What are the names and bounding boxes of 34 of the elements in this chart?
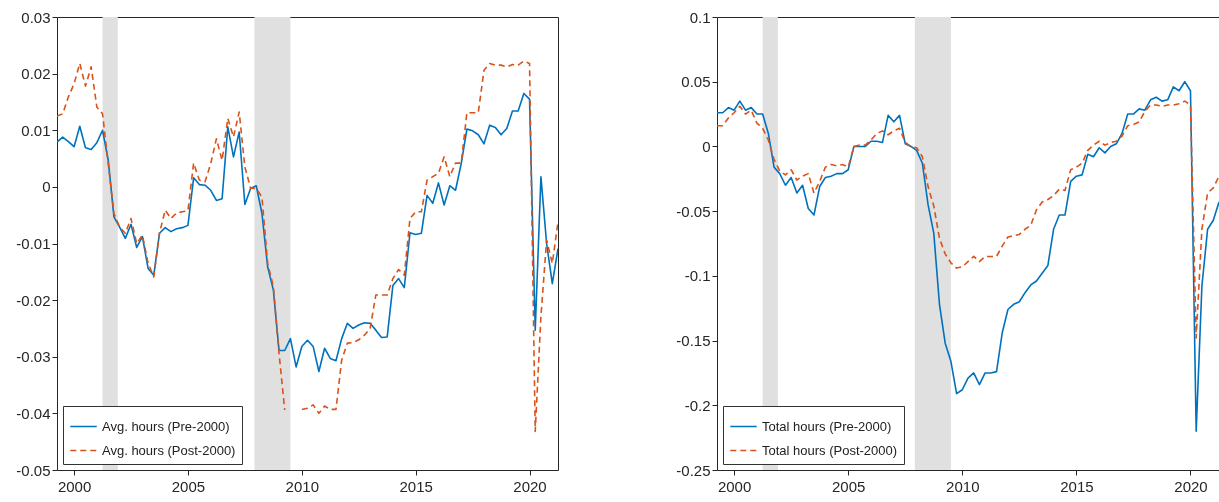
y-tick-label: -0.2 (684, 396, 711, 414)
y-tick-label: 0 (702, 137, 711, 155)
y-tick-label: -0.05 (16, 461, 51, 479)
x-tick-label: 2010 (285, 477, 319, 495)
y-tick-label: 0.05 (681, 73, 711, 91)
y-tick-label: -0.1 (684, 267, 711, 285)
x-tick-label: 2000 (57, 477, 92, 495)
y-tick-label: -0.15 (676, 332, 711, 350)
x-tick-label: 2000 (717, 477, 752, 495)
x-tick-label: 2015 (399, 477, 433, 495)
legend-label: Avg. hours (Post-2000) (102, 442, 236, 458)
x-tick-label: 2010 (946, 477, 980, 495)
legend-label: Total hours (Post-2000) (762, 442, 898, 458)
y-tick-label: -0.05 (676, 202, 711, 220)
y-tick-label: 0.01 (21, 121, 51, 139)
y-tick-label: 0.03 (21, 8, 51, 26)
x-tick-label: 2015 (1060, 477, 1094, 495)
y-tick-label: 0 (42, 178, 51, 196)
y-tick-label: -0.25 (676, 461, 711, 479)
line-series (717, 100, 1219, 339)
x-tick-label: 2005 (171, 477, 206, 495)
y-tick-label: -0.01 (16, 235, 51, 252)
x-tick-label: 2005 (832, 477, 866, 495)
y-tick-label: -0.04 (16, 404, 51, 422)
y-tick-label: -0.02 (16, 291, 51, 309)
y-tick-label: 0.02 (21, 65, 51, 83)
line-series (57, 92, 558, 373)
x-tick-label: 2020 (513, 477, 547, 495)
legend-label: Avg. hours (Pre-2000) (102, 418, 230, 434)
x-tick-label: 2020 (1174, 477, 1208, 495)
legend-label: Total hours (Pre-2000) (762, 418, 892, 434)
y-tick-label: 0.1 (689, 8, 711, 26)
line-series (717, 80, 1219, 432)
y-tick-label: -0.03 (16, 348, 51, 366)
